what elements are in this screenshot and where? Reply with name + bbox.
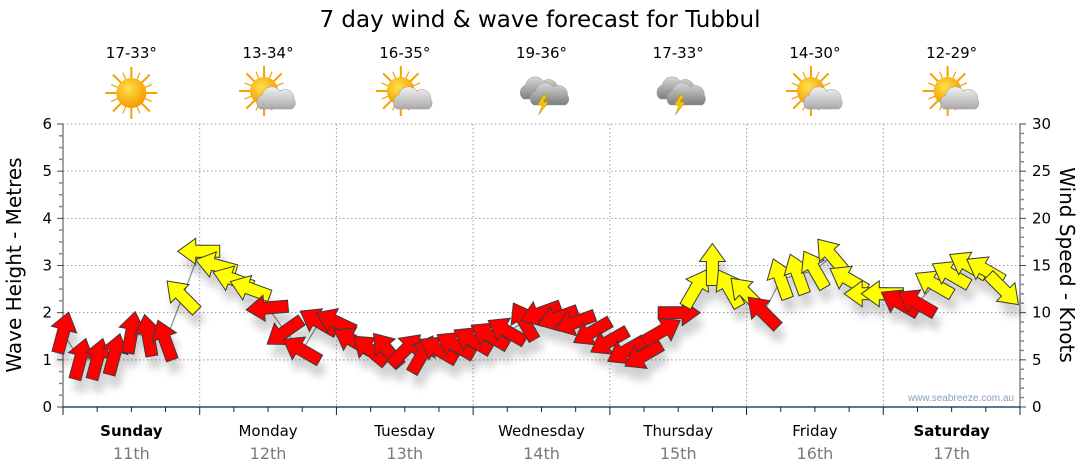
sun-ray: [929, 98, 940, 110]
watermark: www.seabreeze.com.au: [907, 393, 1014, 404]
partly-cloudy-icon: [785, 66, 843, 116]
wind-arrow: [801, 250, 831, 292]
wind-arrow: [747, 296, 783, 332]
y2-tick-label: 0: [1032, 398, 1042, 416]
day-temperature: 12-29°: [926, 44, 977, 62]
cloud: [393, 86, 433, 110]
wind-arrow: [983, 270, 1020, 306]
y2-tick-label: 25: [1032, 162, 1051, 180]
thunderstorm-icon: [656, 76, 706, 116]
sun-ray: [382, 98, 394, 110]
wind-arrow: [101, 333, 129, 377]
wind-arrow: [151, 319, 179, 363]
wind-arrow: [679, 269, 710, 311]
x-tick-label-date: 11th: [113, 444, 150, 463]
sun-ray: [382, 72, 394, 84]
chart-title: 7 day wind & wave forecast for Tubbul: [319, 7, 760, 33]
wind-arrow: [487, 317, 529, 348]
x-tick-label-day: Monday: [238, 422, 297, 440]
day-temperature: 14-30°: [789, 44, 840, 62]
wind-arrow: [176, 237, 221, 266]
y-tick-label: 6: [42, 115, 52, 133]
x-tick-label-date: 15th: [660, 444, 697, 463]
thunderstorm-icon: [520, 76, 570, 116]
sunny-icon: [105, 67, 158, 119]
sun-disc: [116, 78, 147, 108]
y-tick-label: 3: [42, 257, 52, 275]
sun-ray: [929, 72, 940, 84]
y2-tick-label: 20: [1032, 209, 1051, 227]
x-tick-label-date: 16th: [797, 444, 834, 463]
y-axis-label: Wave Height - Metres: [2, 157, 26, 372]
x-tick-label-date: 12th: [250, 444, 287, 463]
sun-ray: [112, 101, 123, 113]
x-tick-label-date: 14th: [523, 444, 560, 463]
wind-arrow: [166, 280, 202, 316]
sun-ray: [955, 72, 967, 84]
sun-ray: [271, 72, 283, 84]
sun-ray: [245, 72, 257, 84]
wind-arrow: [640, 317, 681, 348]
y-tick-label: 5: [42, 162, 52, 180]
cloud: [256, 86, 296, 110]
sun-ray: [139, 101, 151, 113]
wind-arrow: [554, 308, 598, 337]
partly-cloudy-icon: [239, 66, 296, 116]
sun-ray: [112, 73, 123, 85]
x-tick-label-date: 13th: [386, 444, 423, 463]
x-tick-label-day: Wednesday: [498, 422, 585, 440]
wind-arrow: [624, 339, 666, 369]
lightning-bolt: [673, 94, 686, 116]
lightning-bolt: [537, 94, 550, 116]
x-tick-label-day: Saturday: [913, 422, 990, 440]
cloud: [940, 86, 980, 110]
partly-cloudy-icon: [922, 66, 980, 116]
x-tick-label-day: Thursday: [642, 422, 713, 440]
x-tick-label-day: Sunday: [100, 422, 163, 440]
y2-tick-label: 15: [1032, 257, 1051, 275]
y2-tick-label: 30: [1032, 115, 1051, 133]
cloud: [803, 86, 843, 110]
wind-arrow: [245, 294, 290, 323]
day-temperature: 16-35°: [379, 44, 430, 62]
day-temperature: 19-36°: [516, 44, 567, 62]
x-tick-label-day: Tuesday: [373, 422, 435, 440]
y2-tick-label: 5: [1032, 351, 1042, 369]
sun-ray: [408, 72, 420, 84]
x-tick-label-day: Friday: [792, 422, 838, 440]
wind-arrow: [698, 242, 727, 286]
wind-arrows: [50, 237, 1020, 382]
sun-ray: [139, 73, 151, 85]
sun-ray: [818, 72, 830, 84]
day-temperature: 13-34°: [243, 44, 294, 62]
cloud: [666, 82, 706, 106]
wind-arrow: [50, 311, 78, 355]
y-tick-label: 0: [42, 398, 52, 416]
wind-arrow: [880, 289, 922, 320]
wind-arrow: [282, 336, 324, 367]
y2-tick-label: 10: [1032, 304, 1051, 322]
y-tick-label: 1: [42, 351, 52, 369]
y-tick-label: 2: [42, 304, 52, 322]
partly-cloudy-icon: [375, 66, 433, 116]
x-tick-label-date: 17th: [933, 444, 970, 463]
y2-axis-label: Wind Speed - Knots: [1055, 167, 1079, 363]
sun-ray: [792, 98, 804, 110]
sun-ray: [792, 72, 804, 84]
wind-arrow: [897, 289, 939, 320]
wind-arrow: [229, 274, 273, 303]
day-temperature: 17-33°: [106, 44, 157, 62]
cloud: [530, 82, 570, 106]
day-temperature: 17-33°: [653, 44, 704, 62]
y-tick-label: 4: [42, 209, 52, 227]
sun-ray: [245, 98, 257, 110]
